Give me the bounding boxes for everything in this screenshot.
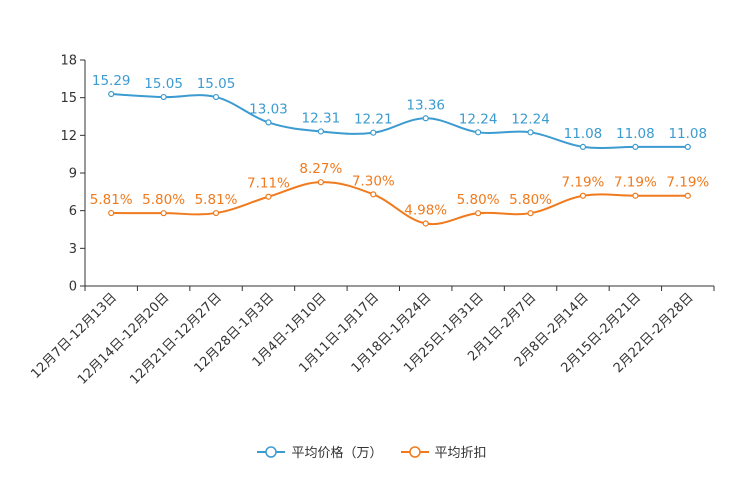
y-axis: 0 3 6 9 12 15 18 [60, 54, 86, 295]
series-1-point [265, 193, 272, 200]
series-line-1 [111, 181, 688, 226]
y-tick-label: 9 [69, 167, 77, 182]
series-1-point [212, 209, 220, 217]
series-layer: 15.29 15.05 15.05 13.03 12.31 12.21 13.36 12.24… [90, 73, 709, 227]
series-0-data-label: 11.08 [616, 126, 655, 142]
y-tick-label: 12 [60, 129, 77, 144]
series-1-data-label: 5.80% [509, 192, 552, 208]
legend-price-label: 平均价格（万） [291, 446, 383, 461]
series-1-data-label: 7.19% [614, 175, 657, 191]
series-1-data-label: 8.27% [299, 161, 342, 177]
series-0-data-label: 15.05 [144, 76, 183, 92]
series-0-point [422, 115, 429, 122]
series-0-point [527, 129, 534, 136]
y-tick-label: 18 [60, 54, 77, 69]
series-1-point [422, 220, 429, 227]
series-1-data-label: 7.19% [562, 175, 605, 191]
series-0-point [632, 143, 639, 150]
series-1-data-label: 5.81% [195, 192, 238, 208]
series-0-point [108, 90, 115, 98]
series-0-data-label: 13.03 [249, 101, 288, 117]
series-1-data-label: 4.98% [404, 202, 447, 218]
x-tick-label: 12月7日-12月13日 [28, 290, 120, 382]
x-axis: 12月7日-12月13日12月14日-12月20日12月21日-12月27日12… [28, 285, 715, 388]
series-1-point [317, 179, 324, 186]
series-1-data-label: 5.81% [90, 192, 133, 208]
series-0-data-label: 15.05 [197, 76, 236, 92]
y-tick-label: 3 [69, 242, 77, 257]
series-1-point [108, 209, 115, 217]
series-0-data-label: 12.21 [354, 112, 393, 128]
series-0-point [684, 143, 691, 150]
legend-price-swatch-icon [257, 445, 286, 458]
series-1-point [684, 192, 691, 199]
legend: 平均价格（万） 平均折扣 [0, 442, 744, 461]
x-tick-label: 12月14日-12月20日 [75, 290, 172, 387]
series-1-point [475, 210, 482, 217]
series-0-data-label: 11.08 [668, 126, 707, 142]
series-1-point [579, 192, 587, 199]
series-1-point [160, 210, 167, 217]
series-1-data-label: 5.80% [142, 192, 185, 208]
legend-discount-swatch-icon [400, 445, 429, 458]
series-1-point [632, 192, 639, 199]
series-1-point [370, 191, 377, 198]
series-line-0 [111, 93, 688, 150]
series-1-data-label: 5.80% [457, 192, 500, 208]
series-1-point [527, 210, 534, 217]
series-0-point [579, 143, 587, 150]
legend-item-discount[interactable]: 平均折扣 [400, 442, 487, 461]
series-0-data-label: 11.08 [564, 126, 603, 142]
series-0-point [475, 129, 482, 136]
series-0-point [317, 128, 324, 135]
series-0-data-label: 12.24 [511, 111, 550, 127]
series-0-data-label: 12.31 [302, 110, 341, 126]
series-0-data-label: 13.36 [406, 97, 445, 113]
series-0-data-label: 12.24 [459, 111, 498, 127]
series-0-data-label: 15.29 [92, 73, 131, 89]
y-tick-label: 6 [69, 204, 77, 219]
series-1-data-label: 7.19% [666, 175, 709, 191]
legend-item-price[interactable]: 平均价格（万） [257, 442, 383, 461]
series-0-point [370, 129, 377, 136]
series-0-point [212, 93, 220, 101]
series-1-data-label: 7.30% [352, 173, 395, 189]
y-tick-label: 15 [60, 91, 77, 106]
series-1-data-label: 7.11% [247, 176, 290, 192]
series-0-point [160, 93, 167, 101]
x-tick-label: 12月21日-12月27日 [127, 290, 224, 387]
legend-discount-label: 平均折扣 [434, 446, 487, 461]
y-tick-label: 0 [69, 280, 77, 295]
series-0-point [265, 119, 272, 126]
